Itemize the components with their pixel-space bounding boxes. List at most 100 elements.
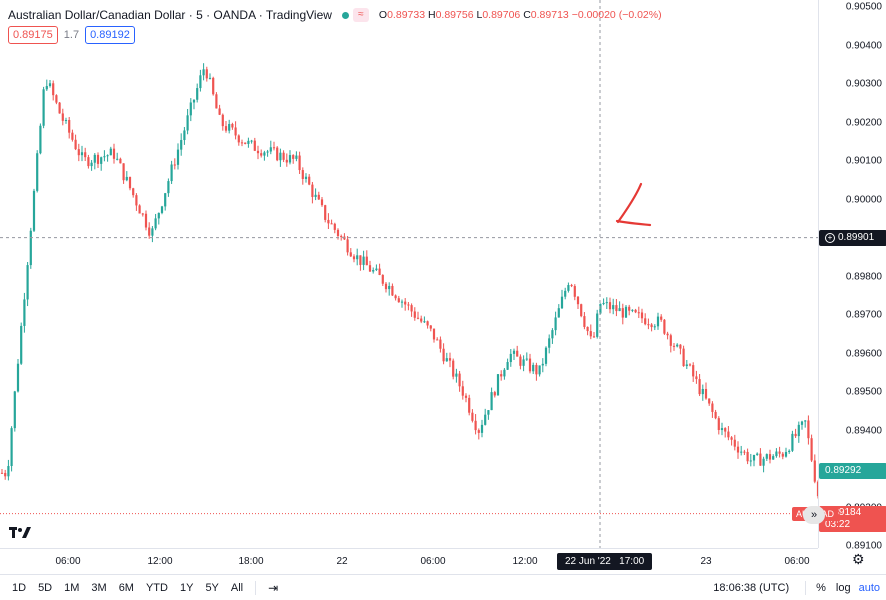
candle	[260, 149, 263, 158]
scroll-to-realtime-button[interactable]: »	[803, 506, 825, 524]
candle	[672, 343, 676, 351]
candle	[743, 449, 746, 456]
percent-scale-toggle[interactable]: %	[816, 581, 826, 594]
chart-legend: Australian Dollar/Canadian Dollar · 5 · …	[8, 8, 662, 22]
candle	[112, 143, 116, 164]
candle	[535, 362, 538, 381]
tradingview-logo-icon[interactable]	[8, 522, 32, 542]
candle	[58, 101, 61, 114]
candle	[612, 298, 615, 315]
close-value: 0.89713	[530, 9, 569, 21]
time-label: 23	[700, 556, 712, 567]
candle	[554, 311, 557, 336]
range-1y-button[interactable]: 1Y	[179, 581, 194, 594]
candle	[503, 368, 506, 380]
candle	[362, 250, 365, 271]
candle	[269, 140, 272, 155]
time-label: 22	[336, 556, 348, 567]
candle	[663, 318, 666, 335]
divider	[255, 580, 257, 595]
crosshair-price-label: +0.89901	[819, 230, 886, 246]
range-ytd-button[interactable]: YTD	[145, 581, 168, 594]
candle	[765, 453, 768, 461]
candle	[794, 428, 797, 438]
candle	[400, 299, 404, 308]
candle	[557, 304, 560, 318]
candle	[762, 456, 765, 473]
candle	[461, 380, 464, 400]
candle	[676, 343, 679, 348]
range-all-button[interactable]: All	[230, 581, 244, 594]
candle	[106, 154, 109, 162]
candle	[804, 420, 807, 428]
candle	[212, 76, 215, 96]
utc-clock[interactable]: 18:06:38 (UTC)	[713, 581, 790, 594]
candle	[442, 343, 445, 365]
candle	[775, 448, 778, 458]
symbol-title[interactable]: Australian Dollar/Canadian Dollar · 5 · …	[8, 8, 332, 22]
annotation-arrow[interactable]	[615, 182, 652, 227]
time-axis[interactable]: 06:00 12:00 18:00 22 06:00 12:00 23 06:0…	[0, 548, 818, 574]
candle	[26, 261, 29, 307]
buy-price-button[interactable]: 0.89192	[85, 26, 135, 44]
candle	[602, 298, 605, 306]
candlestick-chart[interactable]	[0, 0, 818, 548]
candle	[548, 334, 551, 354]
candle	[628, 304, 631, 316]
candle	[42, 86, 45, 129]
candle	[528, 353, 532, 374]
candle	[615, 299, 618, 317]
candle	[634, 308, 637, 314]
auto-scale-toggle[interactable]: auto	[858, 581, 880, 594]
sell-price-button[interactable]: 0.89175	[8, 26, 58, 44]
time-label: 18:00	[238, 556, 264, 567]
candle	[589, 324, 592, 340]
candle	[717, 416, 720, 435]
chart-pane[interactable]: Australian Dollar/Canadian Dollar · 5 · …	[0, 0, 818, 548]
candle	[128, 176, 132, 191]
settings-gear-icon[interactable]: ⚙	[852, 551, 865, 567]
candle	[423, 316, 426, 323]
candle	[736, 441, 740, 459]
candle	[298, 151, 301, 174]
range-5d-button[interactable]: 5D	[38, 581, 53, 594]
range-6m-button[interactable]: 6M	[118, 581, 134, 594]
candle	[688, 363, 692, 367]
candle	[436, 337, 439, 341]
candle	[487, 410, 490, 420]
candle	[186, 108, 189, 135]
price-tick-label: 0.90200	[845, 117, 882, 128]
range-5y-button[interactable]: 5Y	[205, 581, 219, 594]
candle	[279, 148, 282, 167]
candle	[772, 454, 775, 460]
candle	[208, 73, 212, 80]
candle	[343, 233, 346, 241]
candle	[679, 344, 682, 355]
candle	[23, 292, 26, 333]
candle	[605, 297, 608, 310]
candle	[704, 382, 708, 400]
open-label: O	[378, 9, 388, 21]
candle	[330, 219, 333, 225]
candle	[564, 287, 567, 300]
candle	[16, 359, 20, 393]
range-3m-button[interactable]: 3M	[91, 581, 107, 594]
price-axis[interactable]: 0.90500 0.90400 0.90300 0.90200 0.90100 0.900…	[818, 0, 886, 552]
candle	[701, 384, 704, 401]
candle	[52, 80, 55, 101]
candle	[109, 146, 112, 156]
range-1m-button[interactable]: 1M	[64, 581, 80, 594]
candle	[45, 79, 48, 91]
candle	[592, 331, 596, 338]
candle	[324, 204, 327, 223]
range-1d-button[interactable]: 1D	[12, 581, 27, 594]
candle	[359, 255, 362, 271]
candle	[730, 436, 733, 446]
candle	[160, 205, 164, 215]
log-scale-toggle[interactable]: log	[835, 581, 851, 594]
price-tick-label: 0.89700	[845, 309, 882, 321]
candle	[391, 283, 394, 297]
time-label: 12:00	[512, 556, 538, 567]
date-range-calendar-icon[interactable]: ⇥	[268, 580, 279, 595]
data-wave-icon[interactable]: ≈	[352, 8, 369, 22]
